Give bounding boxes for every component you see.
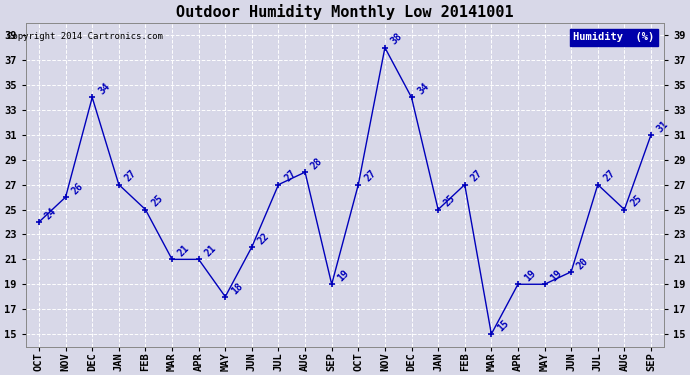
Text: 27: 27 xyxy=(362,168,378,184)
Text: 21: 21 xyxy=(203,243,218,259)
Text: 20: 20 xyxy=(575,256,591,271)
Text: 27: 27 xyxy=(602,168,618,184)
Text: 34: 34 xyxy=(415,81,431,97)
Text: 38: 38 xyxy=(389,32,404,47)
Text: Copyright 2014 Cartronics.com: Copyright 2014 Cartronics.com xyxy=(7,32,163,41)
Text: 28: 28 xyxy=(309,156,324,171)
Text: 34: 34 xyxy=(97,81,112,97)
Text: 31: 31 xyxy=(656,118,671,134)
Text: 24: 24 xyxy=(43,206,59,221)
Text: 25: 25 xyxy=(442,194,457,209)
Text: 21: 21 xyxy=(176,243,192,259)
Text: 19: 19 xyxy=(549,268,564,284)
Text: 19: 19 xyxy=(336,268,351,284)
Text: 27: 27 xyxy=(283,168,298,184)
Text: 27: 27 xyxy=(469,168,484,184)
Text: 25: 25 xyxy=(150,194,165,209)
Text: 27: 27 xyxy=(123,168,139,184)
Text: 15: 15 xyxy=(495,318,511,333)
Title: Outdoor Humidity Monthly Low 20141001: Outdoor Humidity Monthly Low 20141001 xyxy=(176,4,514,20)
Text: 25: 25 xyxy=(629,194,644,209)
Text: 22: 22 xyxy=(256,231,271,246)
Text: 26: 26 xyxy=(70,181,85,196)
Text: 19: 19 xyxy=(522,268,538,284)
Text: Humidity  (%): Humidity (%) xyxy=(573,32,655,42)
Text: 18: 18 xyxy=(230,280,245,296)
